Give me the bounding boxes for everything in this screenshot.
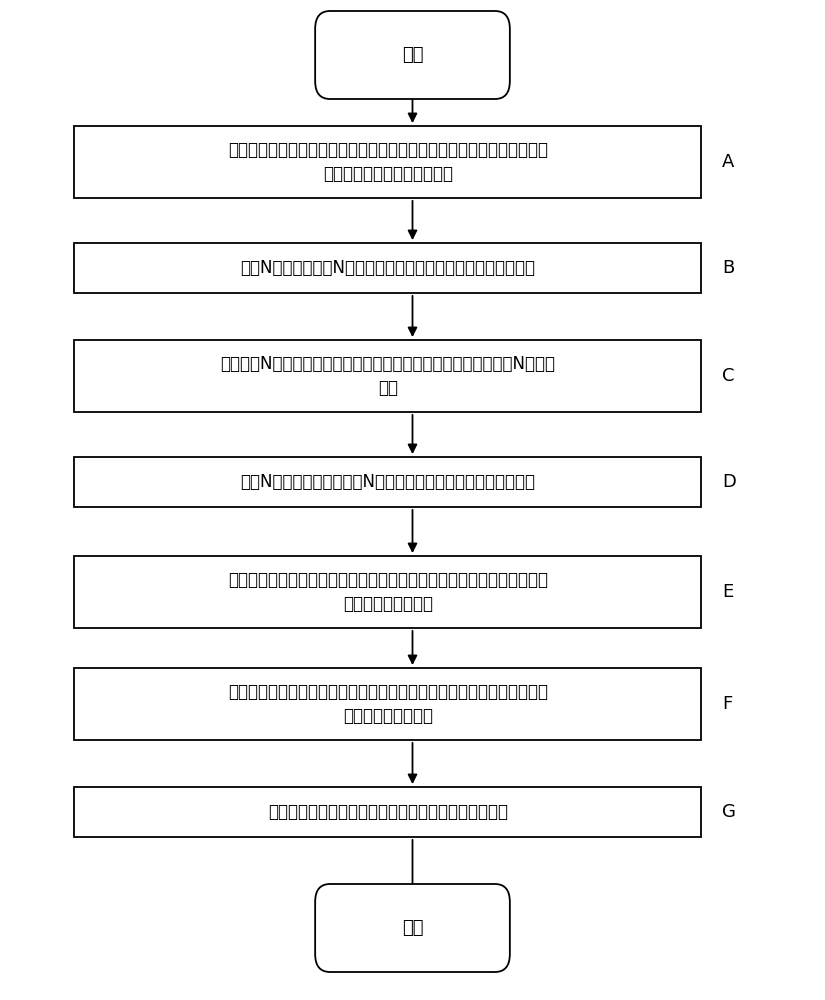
Text: A: A — [722, 153, 734, 171]
Text: G: G — [722, 803, 736, 821]
Text: 根据N步相移法对所采集的N幅条纹图案求解包裹相位和均值强度: 根据N步相移法对所采集的N幅条纹图案求解包裹相位和均值强度 — [240, 473, 535, 491]
FancyBboxPatch shape — [74, 243, 701, 293]
FancyBboxPatch shape — [74, 787, 701, 837]
Text: C: C — [722, 367, 734, 385]
FancyBboxPatch shape — [74, 340, 701, 412]
Text: 根据N步相移法生成N幅调制三维编码于周期边缘的正弦条纹图案: 根据N步相移法生成N幅调制三维编码于周期边缘的正弦条纹图案 — [240, 259, 535, 277]
Text: B: B — [722, 259, 734, 277]
Text: 利用左右边缘的三维编码，确定包裹相位的每个像素的条纹级次，逐像素
解包裹得到绝对相位: 利用左右边缘的三维编码，确定包裹相位的每个像素的条纹级次，逐像素 解包裹得到绝对… — [228, 683, 548, 725]
FancyBboxPatch shape — [74, 668, 701, 740]
Text: 根据周期边缘的均值强度与邻域不同的特征，对均值强度使用边缘提取法
提取所有的边缘坐标: 根据周期边缘的均值强度与邻域不同的特征，对均值强度使用边缘提取法 提取所有的边缘… — [228, 571, 548, 613]
Text: 根据相位的级次总数和三维编码的组成规则，将级次总数转化为三维编码
，将三维编码调制于周期边缘: 根据相位的级次总数和三维编码的组成规则，将级次总数转化为三维编码 ，将三维编码调… — [228, 141, 548, 183]
Text: E: E — [722, 583, 733, 601]
Text: 投影生成N幅条纹图案到待测物体表面，采集待测物体表面变形的N幅条纹
图案: 投影生成N幅条纹图案到待测物体表面，采集待测物体表面变形的N幅条纹 图案 — [220, 355, 555, 397]
Text: 结束: 结束 — [402, 919, 423, 937]
FancyBboxPatch shape — [74, 556, 701, 628]
Text: D: D — [722, 473, 736, 491]
Text: 根据三角测距重建三维点云，建成待测物体的三维模型: 根据三角测距重建三维点云，建成待测物体的三维模型 — [268, 803, 507, 821]
FancyBboxPatch shape — [74, 457, 701, 507]
FancyBboxPatch shape — [315, 884, 510, 972]
FancyBboxPatch shape — [74, 126, 701, 198]
Text: 开始: 开始 — [402, 46, 423, 64]
Text: F: F — [722, 695, 732, 713]
FancyBboxPatch shape — [315, 11, 510, 99]
